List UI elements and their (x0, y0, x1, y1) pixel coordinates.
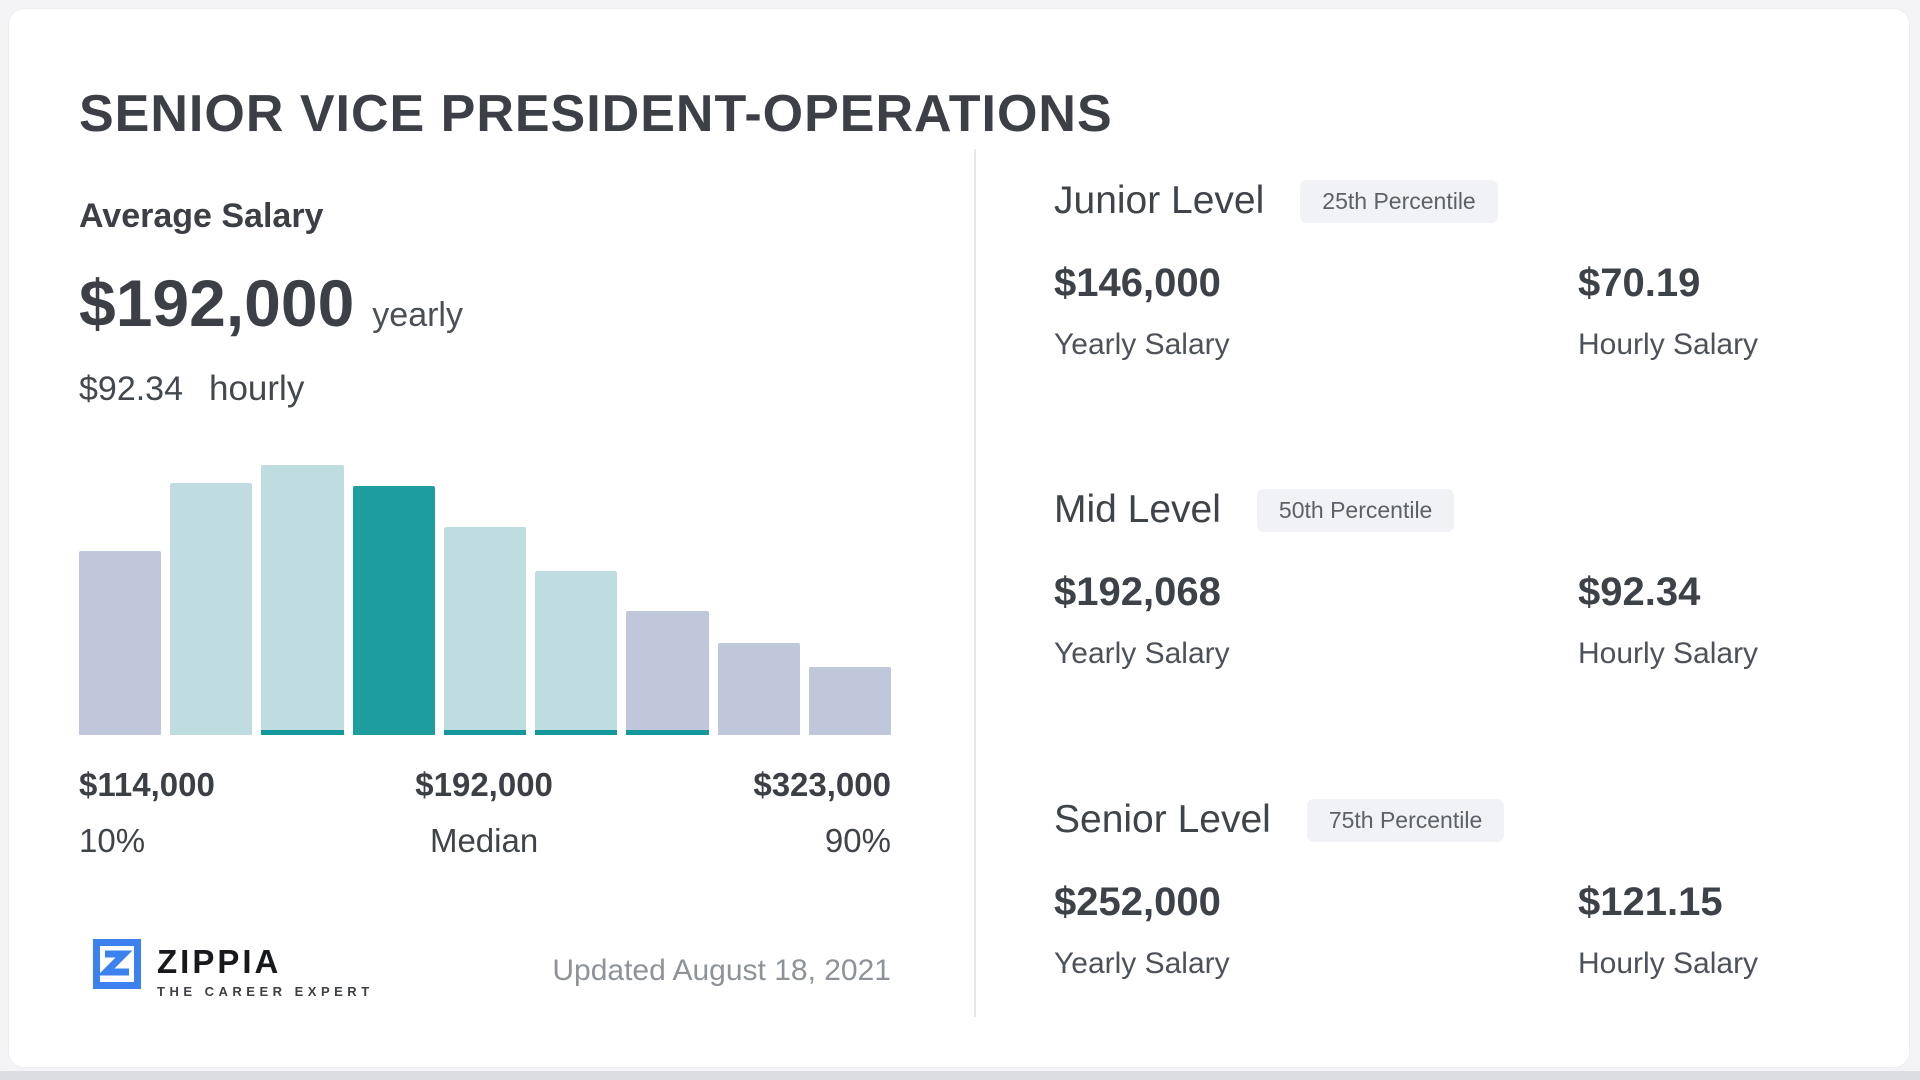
salary-histogram (79, 465, 891, 735)
histogram-bar (261, 465, 344, 735)
percentile-badge: 25th Percentile (1300, 179, 1498, 223)
level-title: Senior Level (1054, 798, 1271, 841)
level-title: Mid Level (1054, 488, 1221, 531)
zippia-logo: ZIPPIA THE CAREER EXPERT (93, 939, 374, 999)
histogram-bar (808, 667, 891, 735)
average-salary-label: Average Salary (79, 197, 324, 235)
zippia-logo-icon (93, 939, 141, 989)
histogram-axis-labels: $114,000 10% $192,000 Median $323,000 90… (79, 766, 891, 860)
hourly-salary-value: $121.15 (1578, 880, 1723, 924)
histogram-bar (352, 486, 435, 735)
updated-date: Updated August 18, 2021 (552, 954, 891, 987)
hourly-salary-value: $70.19 (1578, 261, 1701, 305)
yearly-salary-value: $252,000 (1054, 880, 1221, 924)
histogram-bar (717, 642, 800, 735)
axis-10th-value: $114,000 (79, 766, 215, 803)
average-yearly-value: $192,000 (79, 266, 355, 340)
axis-median-value: $192,000 (415, 766, 553, 803)
hourly-salary-value: $92.34 (1578, 570, 1701, 614)
yearly-salary-label: Yearly Salary (1054, 947, 1230, 980)
axis-10th-caption: 10% (79, 822, 146, 859)
axis-label-10th-percentile: $114,000 10% (79, 766, 215, 860)
bottom-edge-strip (0, 1071, 1920, 1080)
histogram-bar (443, 526, 527, 735)
axis-label-90th-percentile: $323,000 90% (753, 766, 891, 860)
histogram-bar (535, 571, 618, 735)
yearly-salary-value: $192,068 (1054, 570, 1221, 614)
hourly-salary-label: Hourly Salary (1578, 328, 1759, 361)
hourly-salary-label: Hourly Salary (1578, 637, 1759, 670)
axis-90th-value: $323,000 (753, 766, 891, 803)
histogram-bar (170, 483, 253, 735)
average-hourly-value: $92.34 (79, 370, 183, 408)
level-group-senior: Senior Level 75th Percentile $252,000 Ye… (1054, 798, 1794, 981)
percentile-badge: 50th Percentile (1256, 488, 1455, 532)
yearly-salary-value: $146,000 (1054, 261, 1221, 305)
brand-name: ZIPPIA (157, 943, 282, 980)
level-title: Junior Level (1054, 179, 1265, 222)
histogram-bar (79, 550, 162, 735)
axis-label-median: $192,000 Median (415, 766, 553, 860)
hourly-salary-label: Hourly Salary (1578, 947, 1759, 980)
percentile-badge: 75th Percentile (1306, 798, 1505, 842)
average-hourly-unit: hourly (209, 369, 305, 408)
histogram-bar (626, 610, 709, 735)
brand-tagline: THE CAREER EXPERT (157, 984, 374, 999)
average-yearly-unit: yearly (372, 296, 463, 334)
yearly-salary-label: Yearly Salary (1054, 637, 1230, 670)
level-group-mid: Mid Level 50th Percentile $192,068 Yearl… (1054, 488, 1794, 671)
level-group-junior: Junior Level 25th Percentile $146,000 Ye… (1054, 179, 1794, 362)
average-yearly-row: $192,000 yearly (79, 267, 463, 340)
average-hourly-row: $92.34 hourly (79, 369, 304, 409)
axis-90th-caption: 90% (824, 822, 891, 859)
page-title: SENIOR VICE PRESIDENT-OPERATIONS (79, 85, 1113, 143)
vertical-divider (974, 149, 976, 1017)
axis-median-caption: Median (429, 822, 539, 859)
yearly-salary-label: Yearly Salary (1054, 328, 1230, 361)
salary-report-card: SENIOR VICE PRESIDENT-OPERATIONS Average… (8, 8, 1910, 1068)
